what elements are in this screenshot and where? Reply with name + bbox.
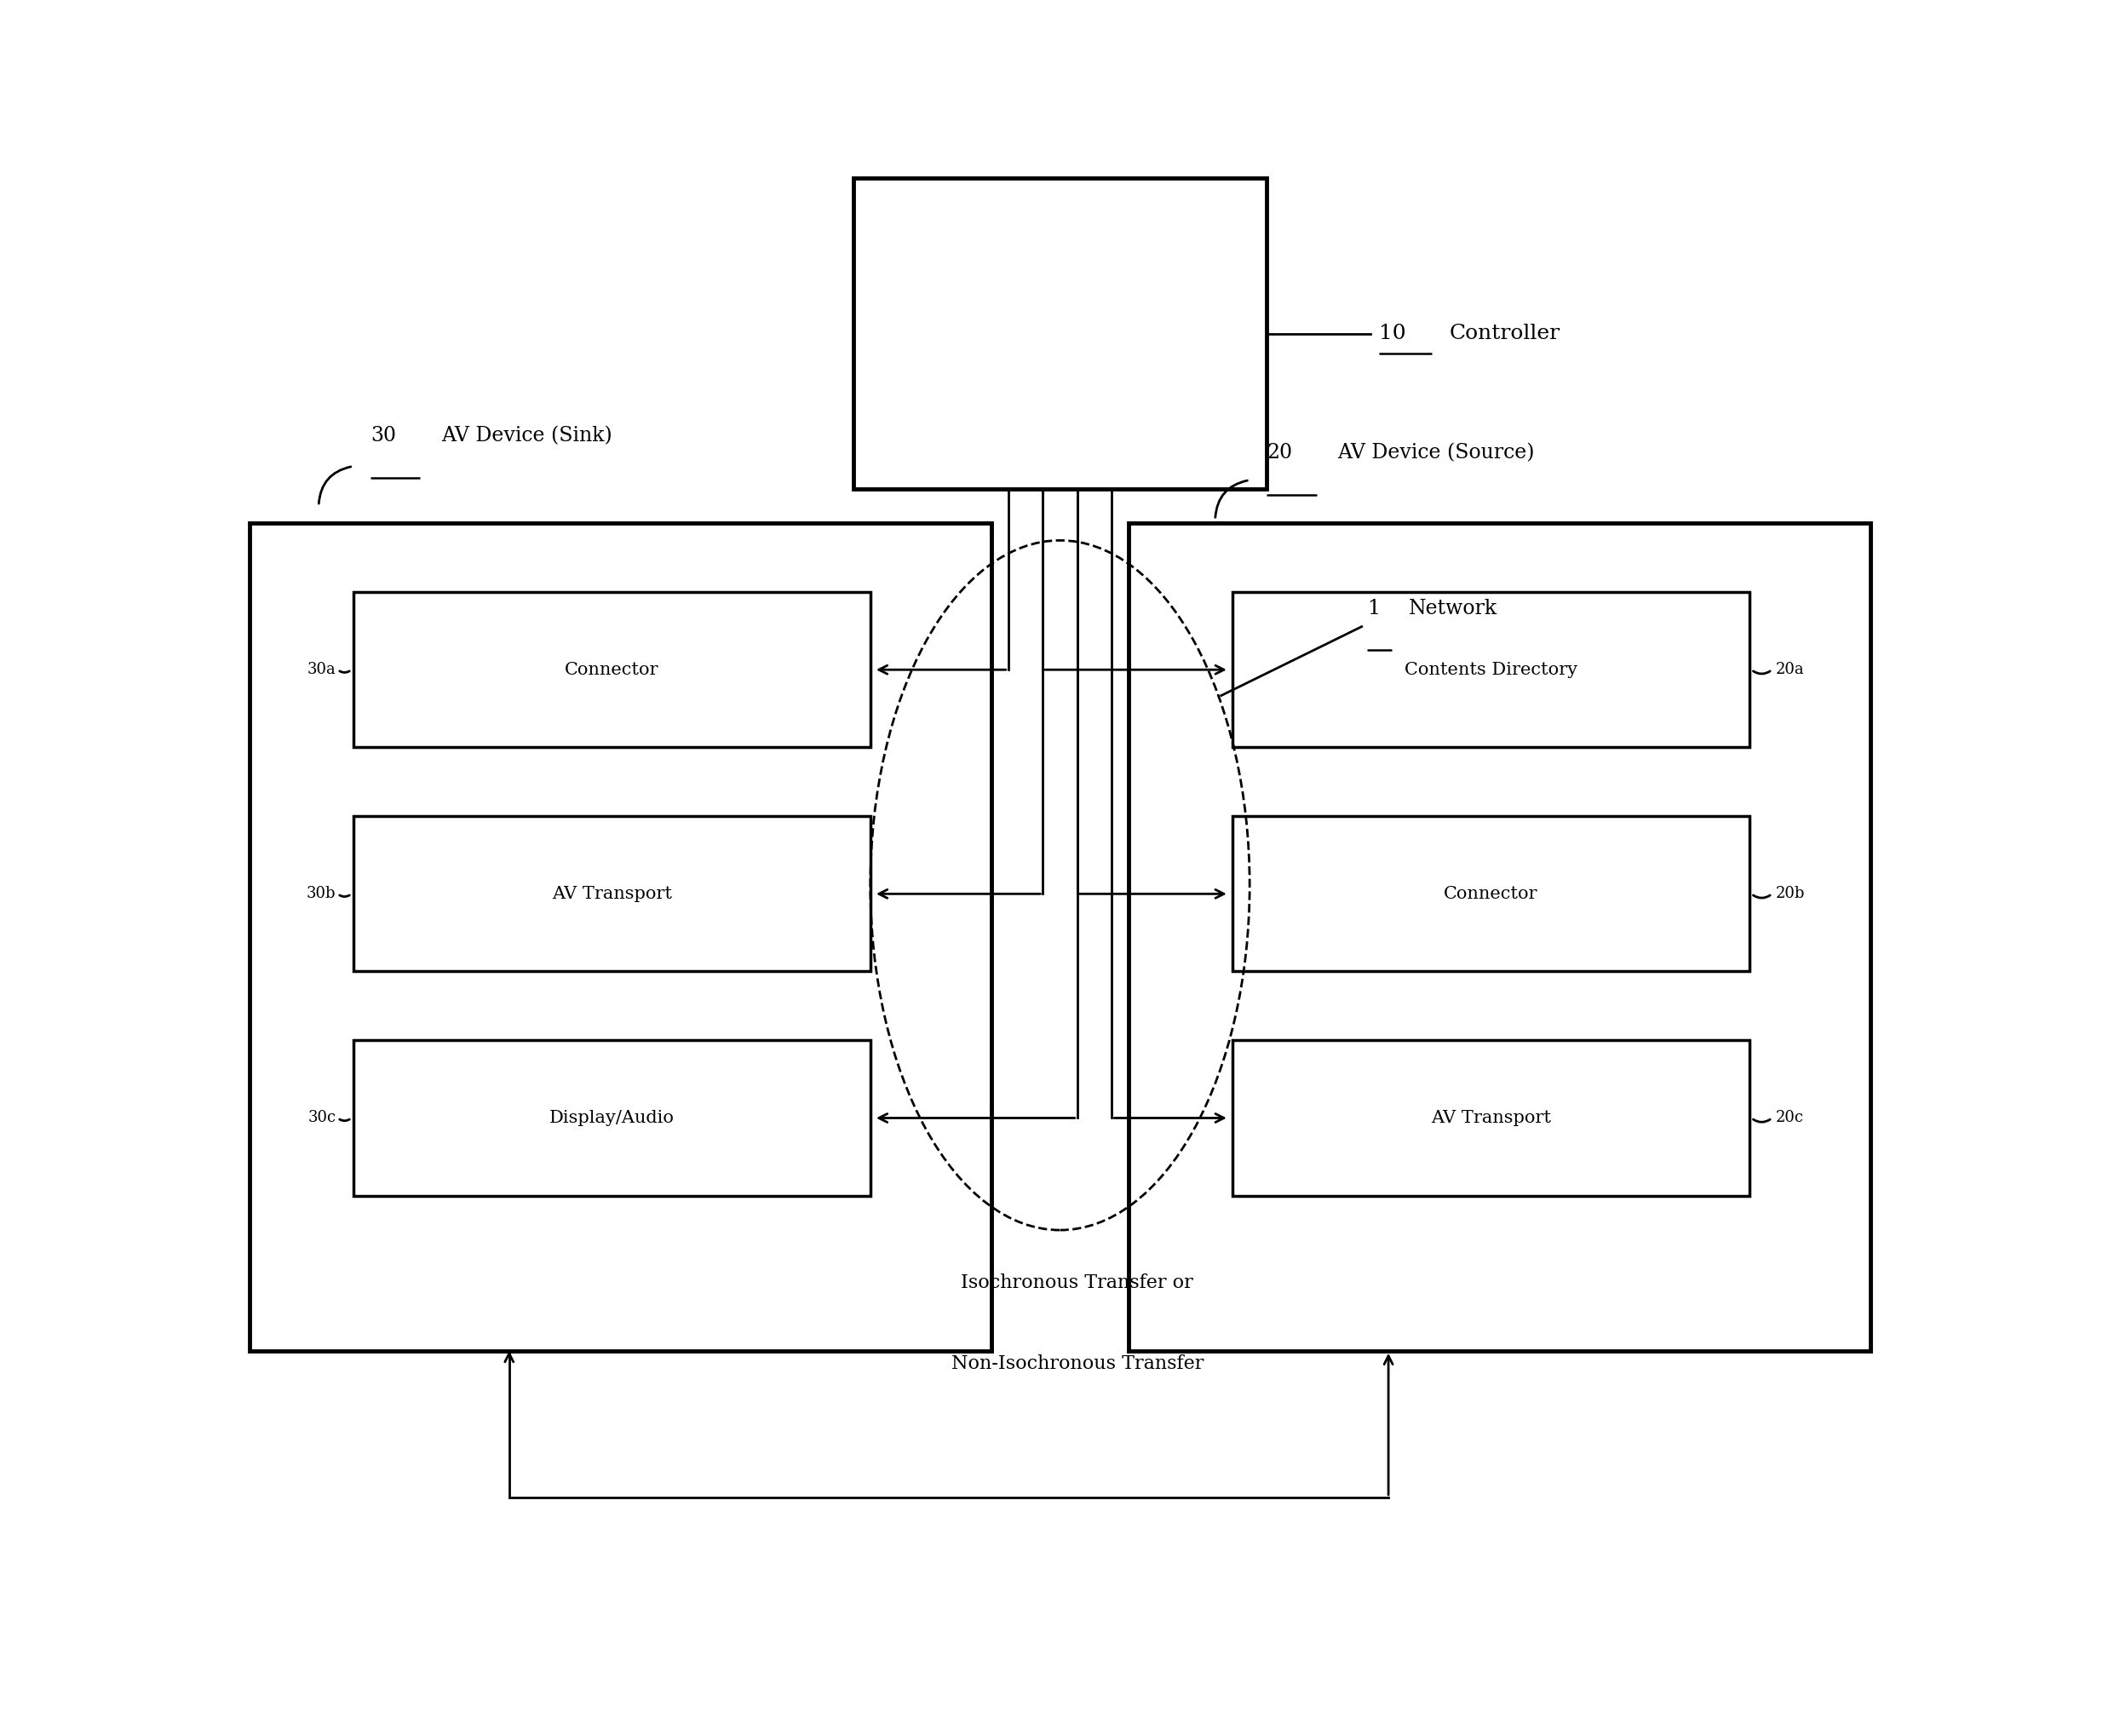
- Text: 20b: 20b: [1774, 885, 1804, 901]
- Text: Non-Isochronous Transfer: Non-Isochronous Transfer: [952, 1354, 1204, 1373]
- Bar: [354, 1040, 871, 1196]
- Text: Isochronous Transfer or: Isochronous Transfer or: [960, 1272, 1194, 1292]
- Text: Connector: Connector: [564, 661, 659, 677]
- Text: 10: 10: [1378, 323, 1406, 344]
- Text: AV Transport: AV Transport: [551, 885, 672, 903]
- Text: Contents Directory: Contents Directory: [1406, 661, 1577, 677]
- Text: 30b: 30b: [307, 885, 335, 901]
- Text: 20: 20: [1268, 443, 1293, 464]
- Text: AV Device (Source): AV Device (Source): [1338, 443, 1535, 464]
- Bar: [1232, 592, 1749, 746]
- Text: Controller: Controller: [1448, 323, 1560, 344]
- Text: 20c: 20c: [1774, 1111, 1804, 1125]
- Bar: [1232, 816, 1749, 972]
- Bar: [1232, 1040, 1749, 1196]
- Text: 30: 30: [371, 425, 396, 446]
- Bar: [852, 179, 1268, 488]
- Text: 30a: 30a: [307, 661, 335, 677]
- Text: Network: Network: [1410, 599, 1497, 618]
- Text: Display/Audio: Display/Audio: [549, 1109, 674, 1127]
- Text: AV Device (Sink): AV Device (Sink): [441, 425, 613, 446]
- Bar: [250, 523, 990, 1351]
- Text: 1: 1: [1367, 599, 1380, 618]
- Text: 30c: 30c: [307, 1111, 335, 1125]
- Text: Connector: Connector: [1444, 885, 1539, 903]
- Bar: [354, 592, 871, 746]
- Bar: [1130, 523, 1870, 1351]
- Text: 20a: 20a: [1774, 661, 1804, 677]
- Text: AV Transport: AV Transport: [1431, 1109, 1552, 1127]
- Bar: [354, 816, 871, 972]
